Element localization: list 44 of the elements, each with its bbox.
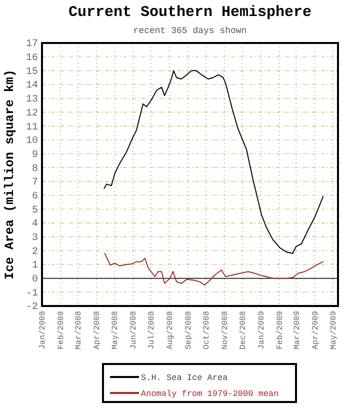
y-tick-label: 7 xyxy=(32,178,38,189)
x-tick-label: Feb/2008 xyxy=(57,310,66,350)
y-tick-label: 12 xyxy=(26,108,38,120)
legend-label: Anomaly from 1979-2000 mean xyxy=(141,389,279,399)
y-tick-label: 5 xyxy=(32,205,38,216)
x-tick-label: Sep/2008 xyxy=(184,310,194,350)
y-tick-label: 15 xyxy=(26,66,38,78)
x-tick-label: May/2008 xyxy=(110,310,120,350)
chart-subtitle: recent 365 days shown xyxy=(133,26,247,36)
y-tick-label: 14 xyxy=(26,80,38,92)
x-tick-label: Feb/2009 xyxy=(276,310,286,350)
chart-title: Current Southern Hemisphere xyxy=(68,4,312,21)
x-tick-label: Mar/2009 xyxy=(292,310,302,350)
y-tick-label: 3 xyxy=(32,232,38,244)
y-tick-label: 4 xyxy=(32,219,38,230)
x-tick-label: Mar/2008 xyxy=(74,310,84,350)
x-tick-label: Oct/2008 xyxy=(202,310,212,350)
y-tick-label: 2 xyxy=(32,246,38,258)
y-tick-label: -2 xyxy=(26,302,38,314)
y-tick-label: 8 xyxy=(32,164,38,175)
y-tick-label: 9 xyxy=(32,150,38,161)
y-tick-label: 0 xyxy=(32,274,38,286)
y-tick-label: 17 xyxy=(26,39,38,50)
x-tick-label: May/2009 xyxy=(329,310,338,350)
legend-label: S.H. Sea Ice Area xyxy=(141,373,228,383)
x-tick-label: Aug/2008 xyxy=(166,310,176,350)
x-tick-label: Jan/2009 xyxy=(258,310,266,350)
y-tick-label: -1 xyxy=(26,288,38,300)
line-series xyxy=(104,70,324,254)
y-tick-label: 13 xyxy=(26,94,38,106)
y-axis-title: Ice Area (million square km) xyxy=(3,69,17,280)
y-tick-label: 16 xyxy=(26,53,38,64)
y-tick-label: 6 xyxy=(32,191,38,202)
x-tick-label: Jun/2008 xyxy=(130,310,139,350)
x-tick-label: Nov/2008 xyxy=(221,310,230,350)
y-tick-label: 1 xyxy=(32,260,38,272)
y-tick-label: 10 xyxy=(26,136,38,148)
x-tick-label: Jul/2008 xyxy=(147,310,156,350)
x-tick-label: Jan/2008 xyxy=(38,310,48,350)
x-tick-label: Dec/2008 xyxy=(238,310,248,350)
y-tick-label: 11 xyxy=(26,122,38,134)
x-tick-label: Apr/2009 xyxy=(311,310,320,350)
line-series xyxy=(104,252,324,286)
x-tick-label: Apr/2008 xyxy=(93,310,102,350)
